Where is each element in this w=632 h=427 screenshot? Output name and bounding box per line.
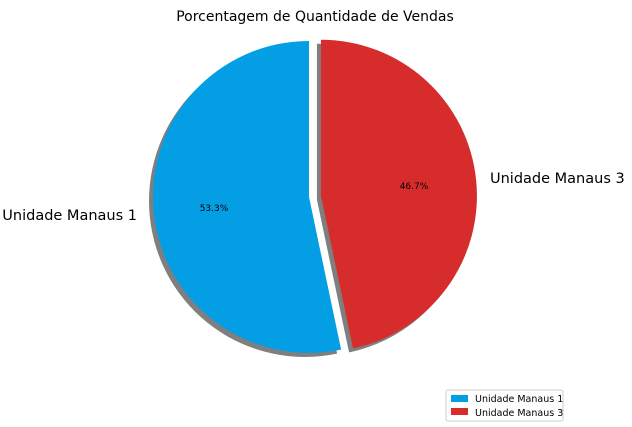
legend-swatch-unidade-manaus-3 [451, 408, 468, 415]
pie-slices [152, 39, 477, 354]
legend-label-unidade-manaus-1: Unidade Manaus 1 [475, 394, 563, 405]
pct-label-unidade-manaus-1: 53.3% [200, 204, 229, 214]
slice-unidade-manaus-3 [320, 39, 477, 349]
slice-label-unidade-manaus-1: Unidade Manaus 1 [2, 208, 137, 224]
legend-swatch-unidade-manaus-1 [451, 395, 468, 402]
slice-label-unidade-manaus-3: Unidade Manaus 3 [490, 171, 625, 187]
legend-box [445, 389, 564, 422]
slice-unidade-manaus-1 [152, 41, 342, 354]
chart-title: Porcentagem de Quantidade de Vendas [176, 9, 454, 25]
legend-label-unidade-manaus-3: Unidade Manaus 3 [475, 408, 563, 419]
legend: Unidade Manaus 1 Unidade Manaus 3 [445, 389, 564, 422]
pct-label-unidade-manaus-3: 46.7% [400, 182, 429, 192]
